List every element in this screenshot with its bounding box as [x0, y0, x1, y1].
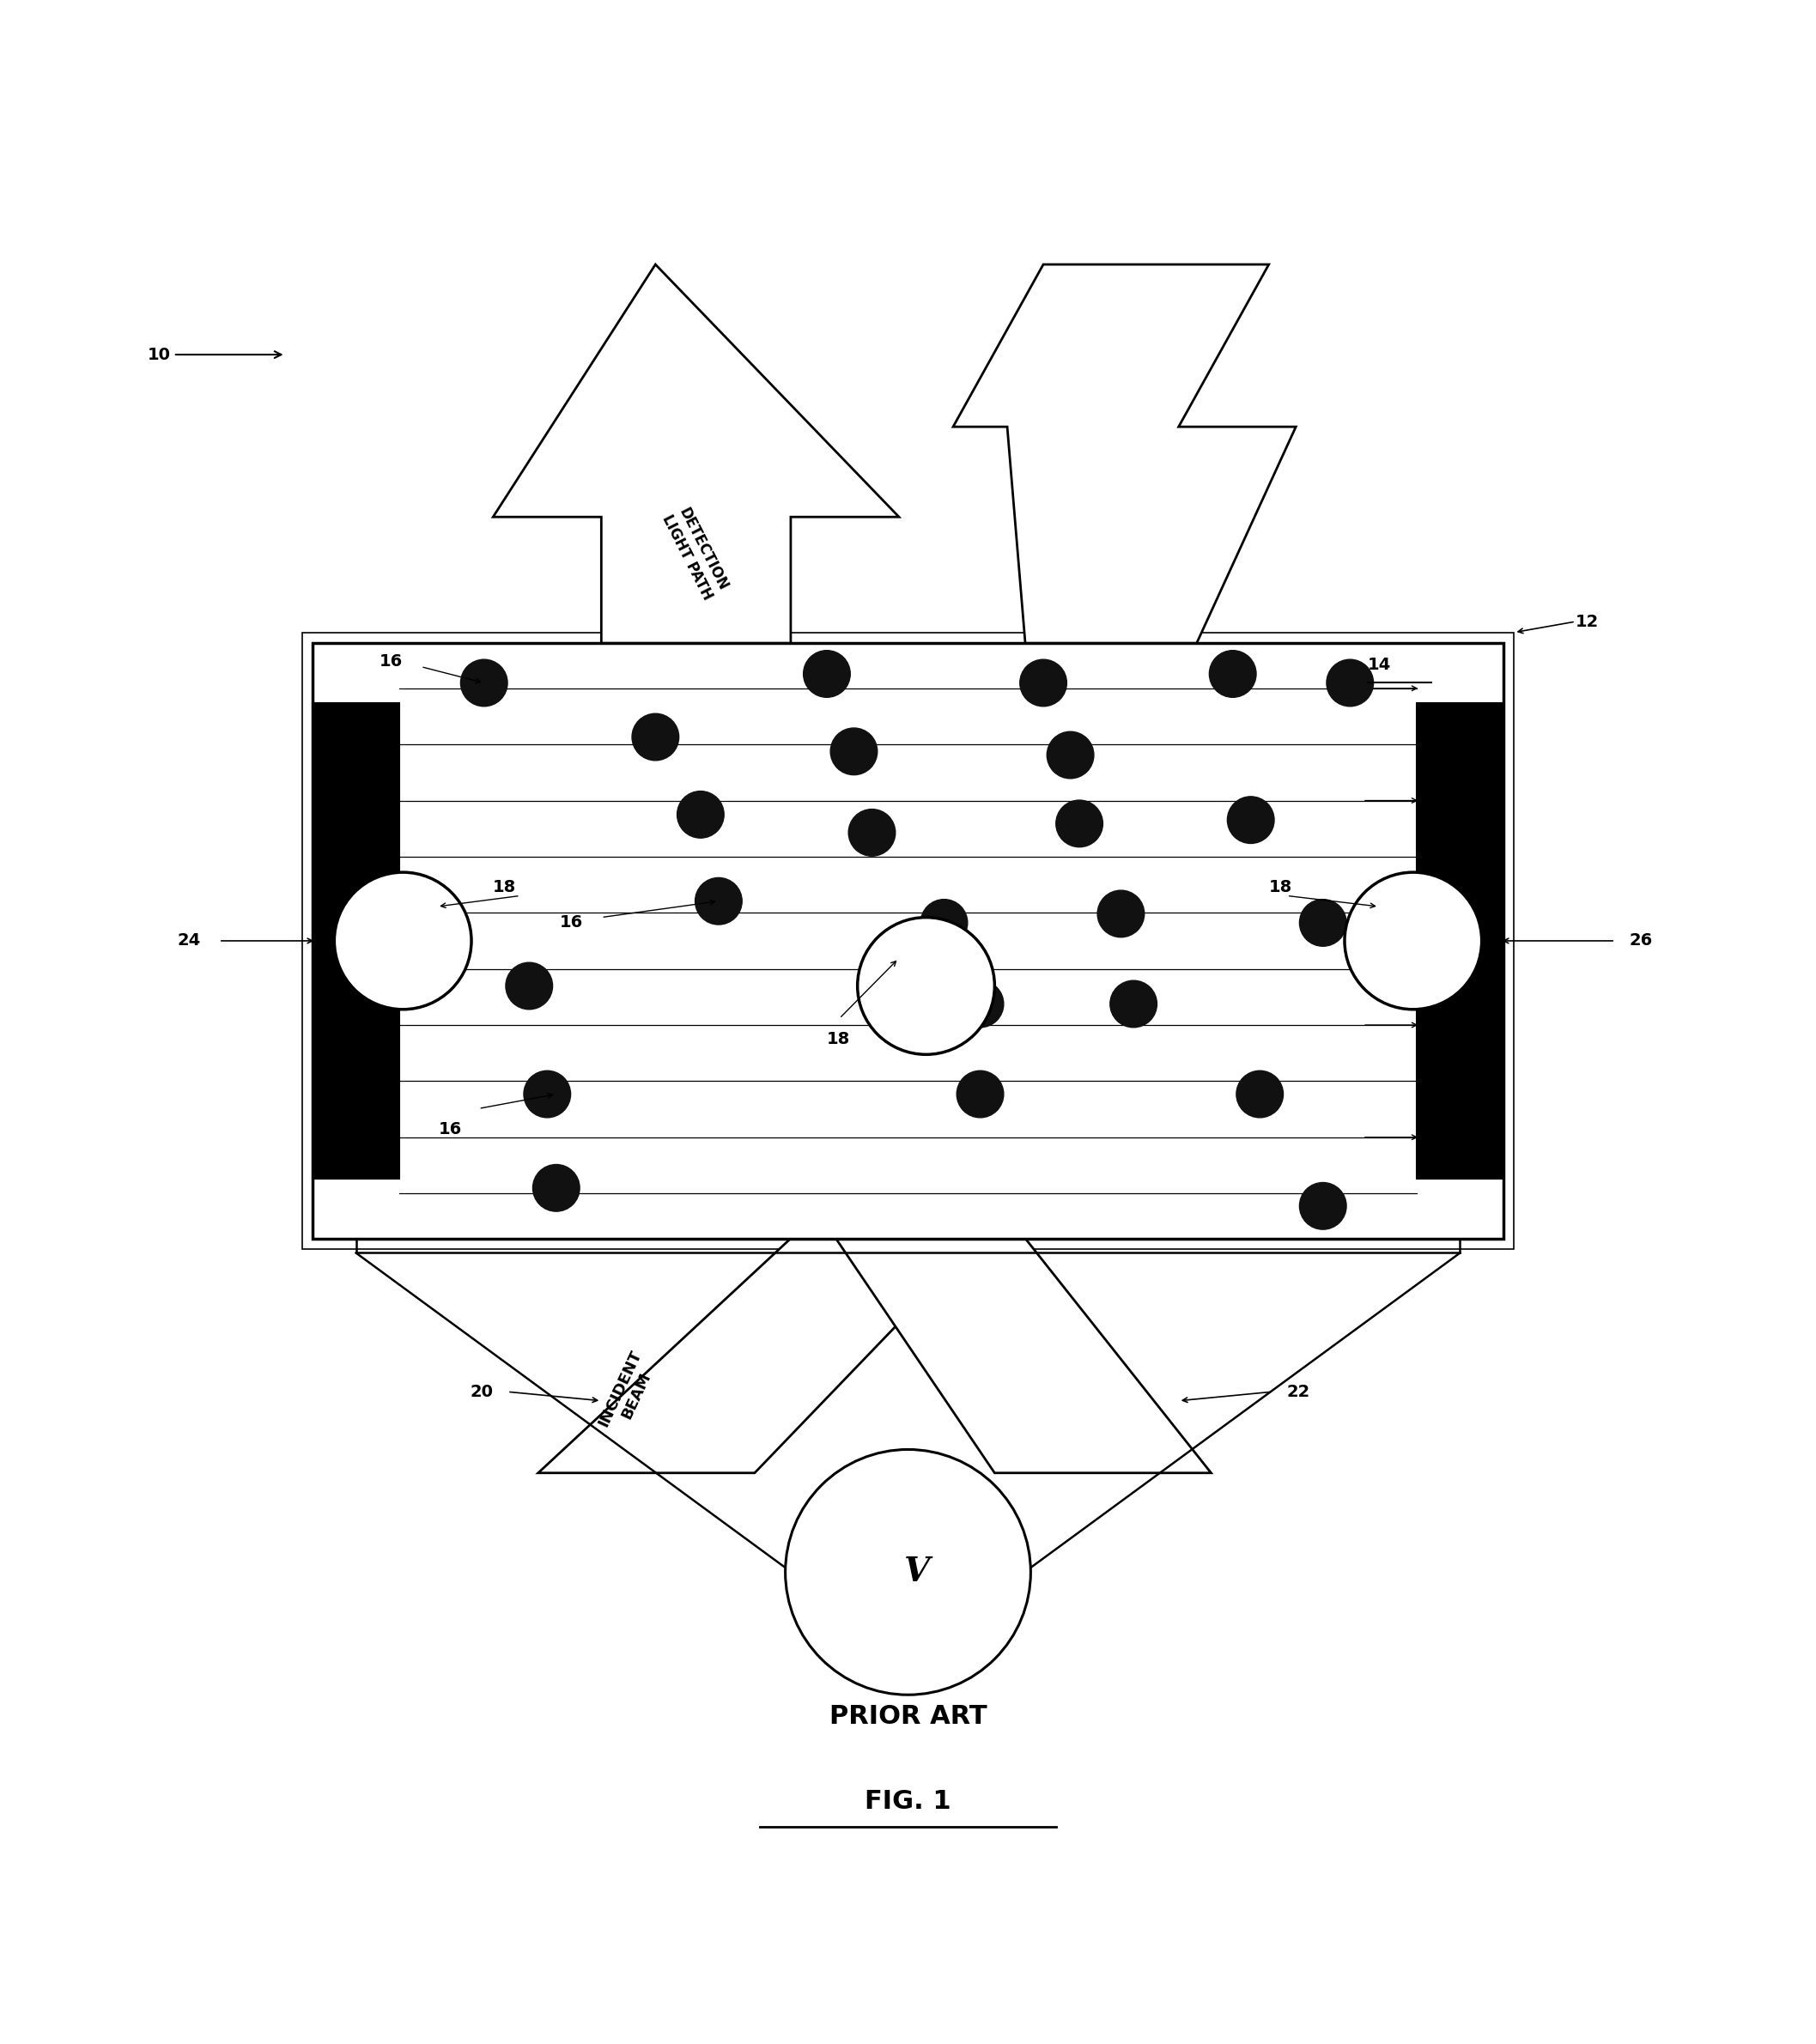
- Circle shape: [803, 650, 850, 697]
- Circle shape: [1209, 650, 1257, 697]
- Circle shape: [830, 728, 877, 775]
- Bar: [312, 644, 1504, 1239]
- Circle shape: [632, 713, 679, 760]
- Circle shape: [696, 877, 743, 924]
- Circle shape: [857, 918, 995, 1055]
- Text: V: V: [904, 1555, 930, 1588]
- Polygon shape: [538, 1239, 981, 1474]
- Bar: [312, 703, 400, 1179]
- Text: 16: 16: [439, 1122, 463, 1139]
- Text: 22: 22: [1288, 1384, 1311, 1400]
- Text: 16: 16: [559, 914, 583, 930]
- Text: 24: 24: [178, 932, 202, 948]
- Text: 12: 12: [1576, 613, 1598, 630]
- Text: 10: 10: [147, 347, 281, 362]
- Circle shape: [1021, 660, 1066, 707]
- Text: 18: 18: [826, 1030, 850, 1047]
- Text: FIG. 1: FIG. 1: [864, 1788, 952, 1813]
- Polygon shape: [835, 1239, 1211, 1474]
- Text: 18: 18: [494, 879, 516, 895]
- Circle shape: [1237, 1071, 1284, 1118]
- Circle shape: [1097, 891, 1144, 938]
- Circle shape: [1110, 981, 1157, 1028]
- Circle shape: [957, 1071, 1004, 1118]
- Circle shape: [1344, 873, 1482, 1010]
- Text: PRIOR ART: PRIOR ART: [830, 1705, 986, 1729]
- Circle shape: [1228, 797, 1275, 844]
- Circle shape: [334, 873, 472, 1010]
- Circle shape: [523, 1071, 570, 1118]
- Bar: [1416, 703, 1504, 1179]
- Circle shape: [1300, 1183, 1346, 1228]
- Bar: [301, 632, 1515, 1249]
- Circle shape: [505, 963, 552, 1010]
- Text: DETECTION
LIGHT PATH: DETECTION LIGHT PATH: [659, 503, 732, 603]
- Polygon shape: [953, 264, 1297, 644]
- Circle shape: [1046, 732, 1093, 779]
- Circle shape: [677, 791, 725, 838]
- Text: INCIDENT
BEAM: INCIDENT BEAM: [596, 1347, 661, 1437]
- Circle shape: [461, 660, 507, 707]
- Circle shape: [1326, 660, 1373, 707]
- Text: 14: 14: [1367, 656, 1391, 672]
- Circle shape: [957, 981, 1004, 1028]
- Circle shape: [921, 899, 968, 946]
- Circle shape: [1300, 899, 1346, 946]
- Text: 26: 26: [1629, 932, 1653, 948]
- Polygon shape: [494, 264, 899, 644]
- Text: 20: 20: [470, 1384, 494, 1400]
- Circle shape: [848, 809, 895, 856]
- Circle shape: [532, 1165, 579, 1212]
- Circle shape: [1055, 799, 1102, 846]
- Text: 18: 18: [1269, 879, 1293, 895]
- Text: 16: 16: [380, 654, 403, 670]
- Circle shape: [785, 1449, 1031, 1694]
